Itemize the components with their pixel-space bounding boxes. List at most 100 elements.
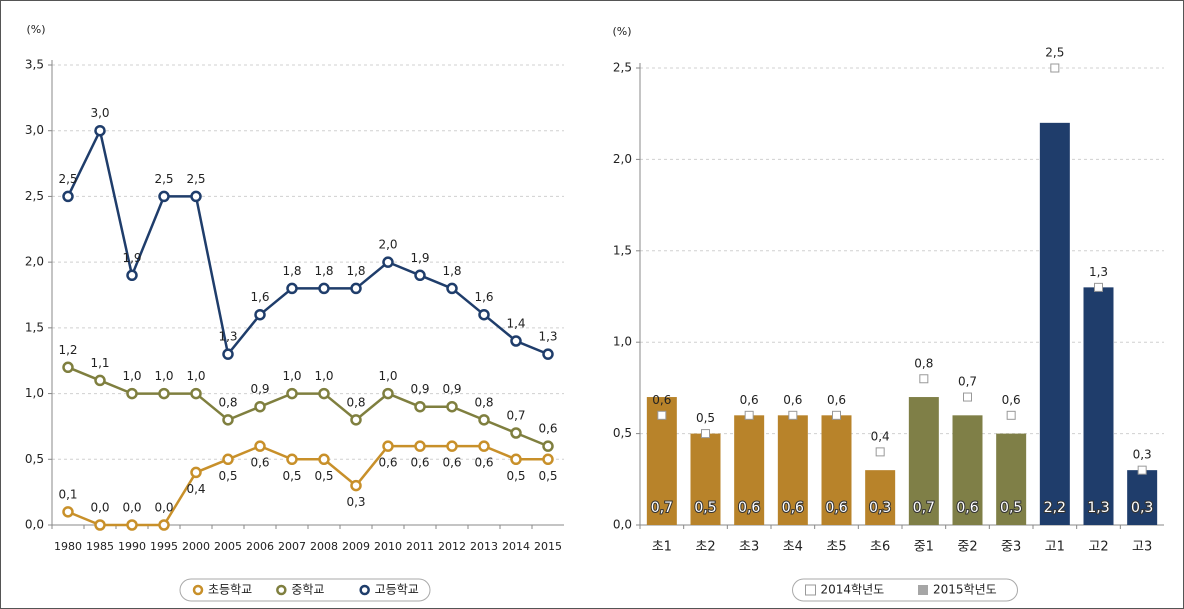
data-label: 1,6 <box>250 290 269 304</box>
legend-label: 2015학년도 <box>933 583 997 597</box>
marker <box>382 440 394 452</box>
data-label: 2,5 <box>154 172 173 186</box>
marker <box>254 308 266 321</box>
marker <box>286 282 298 295</box>
marker <box>318 453 330 466</box>
data-label: 0,5 <box>218 469 237 483</box>
bar-label: 0,6 <box>738 500 760 516</box>
legend-label: 초등학교 <box>208 583 252 597</box>
data-label: 0,6 <box>378 456 397 470</box>
marker <box>222 348 234 360</box>
marker <box>478 440 490 452</box>
x-tick-label: 2007 <box>278 540 306 553</box>
bar <box>821 415 852 525</box>
x-tick-label: 고2 <box>1088 540 1108 555</box>
data-label: 3,0 <box>90 106 109 120</box>
legend-swatch <box>359 584 370 596</box>
bar <box>777 415 808 525</box>
data-label: 0,8 <box>346 395 365 409</box>
legend-box <box>179 578 431 602</box>
data-label: 1,0 <box>154 369 173 383</box>
marker <box>446 282 458 295</box>
x-tick-label: 2013 <box>470 540 498 553</box>
x-tick-label: 초3 <box>739 540 759 555</box>
data-label: 0,6 <box>538 422 557 436</box>
bar-label: 0,6 <box>825 500 847 516</box>
data-label: 0,6 <box>410 456 429 470</box>
data-label: 0,5 <box>282 469 301 483</box>
data-label: 0,9 <box>442 382 461 396</box>
data-label: 1,2 <box>58 343 77 357</box>
legend-label: 중학교 <box>291 583 324 597</box>
x-tick-label: 고1 <box>1045 540 1065 555</box>
data-label: 0,5 <box>506 469 525 483</box>
data-label: 0,8 <box>218 395 237 409</box>
x-tick-label: 2011 <box>406 540 434 553</box>
marker <box>62 361 74 374</box>
data-label: 1,0 <box>314 369 333 383</box>
data-label: 0,5 <box>696 411 715 425</box>
marker <box>414 269 426 282</box>
x-tick-label: 초4 <box>783 540 803 555</box>
data-label: 0,9 <box>410 382 429 396</box>
marker <box>414 400 426 413</box>
x-tick-label: 1985 <box>86 540 114 553</box>
data-label: 0,6 <box>442 456 461 470</box>
data-label: 0,6 <box>652 393 671 407</box>
data-label: 0,6 <box>827 393 846 407</box>
marker <box>350 479 362 492</box>
marker <box>832 410 841 420</box>
marker <box>542 348 554 360</box>
data-label: 1,9 <box>410 251 429 265</box>
marker <box>478 308 490 321</box>
x-tick-label: 초2 <box>695 540 715 555</box>
x-tick-label: 2014 <box>502 540 530 553</box>
series-line <box>67 366 549 448</box>
x-tick-label: 고3 <box>1132 540 1152 555</box>
marker <box>126 519 138 531</box>
marker <box>254 440 266 452</box>
data-label: 2,5 <box>186 172 205 186</box>
y-tick-label: 0,0 <box>613 518 632 532</box>
bar <box>1127 470 1158 525</box>
bar <box>865 470 896 525</box>
bar <box>690 433 721 525</box>
marker <box>254 400 266 413</box>
data-label: 1,0 <box>186 369 205 383</box>
marker <box>286 453 298 466</box>
data-label: 0,1 <box>58 487 77 501</box>
marker <box>1006 410 1016 420</box>
x-tick-label: 2015 <box>534 540 562 553</box>
bar <box>996 433 1027 525</box>
bar-label: 0,7 <box>913 500 935 516</box>
x-tick-label: 2005 <box>214 540 242 553</box>
x-tick-label: 초5 <box>826 540 846 555</box>
x-tick-label: 2010 <box>374 540 402 553</box>
y-tick-label: 1,5 <box>613 243 632 257</box>
bar-label: 0,6 <box>782 500 804 516</box>
data-label: 0,0 <box>154 501 173 515</box>
marker <box>510 427 522 439</box>
data-label: 1,3 <box>218 330 237 344</box>
data-label: 1,3 <box>1089 265 1108 279</box>
marker <box>190 387 202 400</box>
y-tick-label: 3,0 <box>25 123 44 137</box>
marker <box>350 282 362 295</box>
x-tick-label: 2008 <box>310 540 338 553</box>
data-label: 1,0 <box>122 369 141 383</box>
marker <box>62 190 74 203</box>
data-label: 1,9 <box>122 251 141 265</box>
marker <box>414 440 426 452</box>
marker <box>478 414 490 426</box>
marker <box>963 392 972 402</box>
bar-label: 1,3 <box>1087 500 1109 516</box>
series-line <box>66 126 549 357</box>
data-label: 0,6 <box>474 456 493 470</box>
data-label: 1,8 <box>442 264 461 278</box>
marker <box>382 387 394 400</box>
data-label: 0,4 <box>871 429 890 443</box>
data-label: 1,6 <box>474 290 493 304</box>
y-tick-label: 2,5 <box>25 189 44 203</box>
data-label: 1,8 <box>282 264 301 278</box>
data-label: 0,4 <box>186 482 205 496</box>
